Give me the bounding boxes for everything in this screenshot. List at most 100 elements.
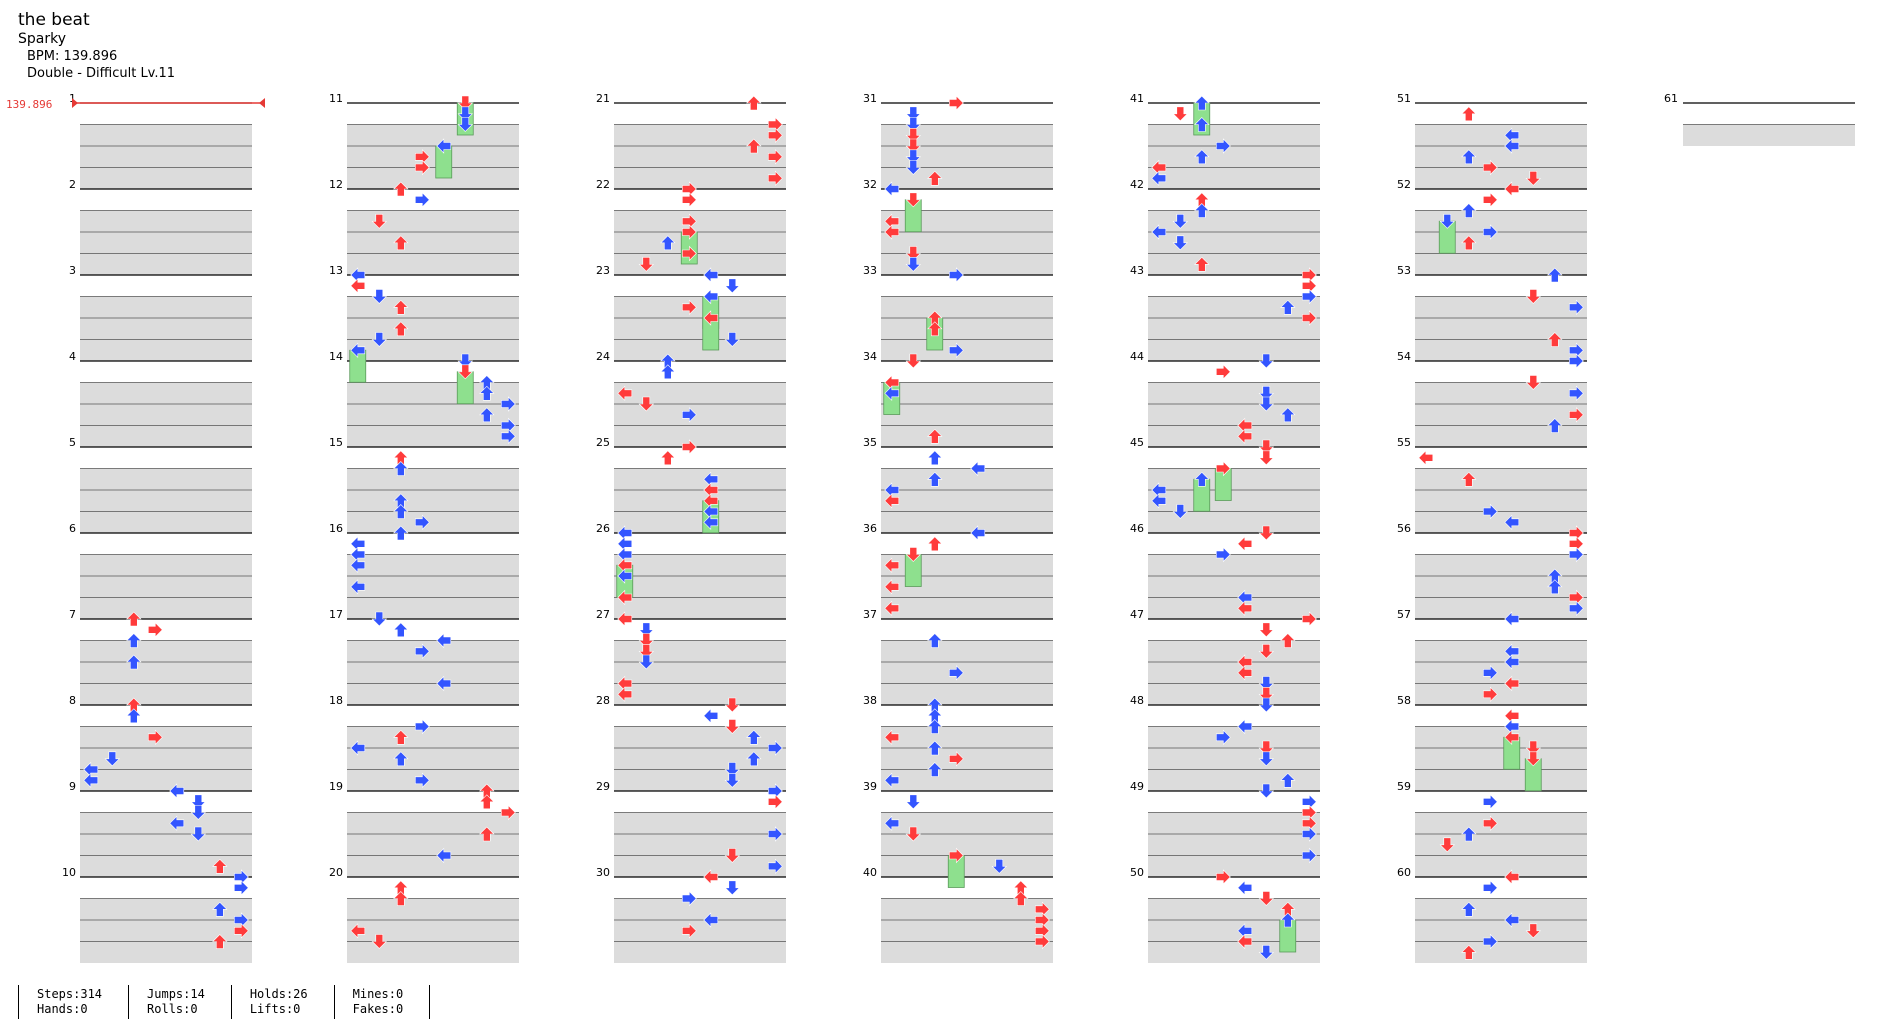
beat-band — [1415, 511, 1587, 533]
note-left — [703, 267, 719, 283]
chart-difficulty: Double - Difficult Lv.11 — [27, 66, 176, 81]
measure-50: 50 — [1130, 866, 1320, 963]
measure-56: 56 — [1397, 522, 1587, 619]
stat-value: Steps:314 — [37, 987, 103, 1001]
note-right — [949, 665, 964, 681]
note-up — [1013, 891, 1029, 906]
note-up — [1194, 117, 1210, 132]
beat-band — [1148, 210, 1320, 232]
song-title: the beat — [18, 10, 90, 30]
measure-52: 52 — [1397, 178, 1587, 275]
measure-6: 6 — [69, 522, 252, 619]
note-right — [949, 267, 964, 283]
beat-band — [881, 726, 1053, 748]
note-up — [1194, 256, 1210, 272]
note-up — [1280, 912, 1296, 928]
note-right — [768, 170, 783, 187]
bpm-tick — [259, 98, 265, 108]
note-right — [1302, 288, 1317, 305]
note-left — [970, 525, 986, 541]
measure-number: 59 — [1397, 780, 1411, 793]
beat-band — [1415, 382, 1587, 404]
note-up — [927, 740, 943, 756]
measure-7: 7 — [69, 608, 252, 705]
measure-49: 49 — [1130, 780, 1320, 877]
beat-band — [1415, 683, 1587, 705]
measure-number: 48 — [1130, 694, 1144, 707]
note-right — [1569, 385, 1584, 402]
song-bpm: BPM: 139.896 — [27, 49, 118, 64]
beat-band — [881, 834, 1053, 856]
beat-band — [347, 146, 519, 168]
note-up — [1280, 633, 1296, 648]
note-left — [1237, 718, 1253, 735]
bpm-marker — [72, 98, 265, 108]
measure-number: 25 — [596, 436, 610, 449]
beat-band — [881, 296, 1053, 318]
beat-band — [80, 576, 252, 598]
note-down — [457, 364, 474, 380]
note-left — [350, 278, 366, 294]
note-right — [1216, 546, 1231, 563]
beat-band — [80, 683, 252, 705]
note-up — [1194, 203, 1210, 218]
note-right — [682, 439, 697, 455]
note-down — [1172, 504, 1189, 519]
note-up — [927, 428, 943, 444]
note-up — [746, 95, 762, 111]
note-right — [682, 890, 697, 907]
beat-band — [614, 855, 786, 877]
measure-number: 41 — [1130, 92, 1144, 105]
note-left — [1504, 869, 1520, 885]
note-right — [768, 826, 783, 842]
note-right — [1483, 665, 1498, 681]
measure-number: 50 — [1130, 866, 1144, 879]
measure-14: 14 — [329, 350, 519, 447]
beat-band — [881, 425, 1053, 447]
note-up — [393, 751, 409, 767]
note-left — [1151, 493, 1167, 509]
note-down — [905, 160, 922, 175]
beat-band — [1148, 339, 1320, 361]
note-down — [104, 751, 121, 767]
beat-band — [80, 834, 252, 856]
stat-value: Fakes:0 — [352, 1002, 404, 1016]
note-right — [682, 299, 697, 316]
note-up — [1194, 95, 1210, 111]
beat-band — [881, 468, 1053, 490]
note-down — [724, 697, 741, 713]
note-left — [83, 772, 99, 789]
measure-number: 26 — [596, 522, 610, 535]
beat-band — [347, 318, 519, 340]
note-up — [212, 901, 228, 917]
note-right — [415, 514, 430, 531]
beat-band — [1148, 834, 1320, 856]
beat-band — [80, 146, 252, 168]
note-down — [1258, 396, 1275, 412]
beat-band — [347, 683, 519, 705]
note-down — [724, 278, 741, 294]
measure-9: 9 — [69, 780, 252, 877]
note-right — [682, 407, 697, 423]
note-right — [949, 95, 964, 111]
stat-value: Rolls:0 — [147, 1002, 198, 1016]
beat-band — [347, 382, 519, 404]
note-down — [1258, 697, 1275, 713]
note-right — [1483, 159, 1498, 176]
beat-band — [347, 210, 519, 232]
beat-band — [1415, 124, 1587, 146]
stat-value: Jumps:14 — [147, 987, 205, 1001]
measure-number: 22 — [596, 178, 610, 191]
measure-16: 16 — [329, 522, 519, 619]
note-right — [949, 751, 964, 767]
note-left — [1504, 912, 1520, 928]
beat-band — [881, 382, 1053, 404]
beat-band — [80, 404, 252, 426]
measure-number: 16 — [329, 522, 343, 535]
note-right — [1483, 933, 1498, 950]
beat-band — [614, 296, 786, 318]
beat-band — [1415, 941, 1587, 963]
note-down — [905, 794, 922, 810]
measure-15: 15 — [329, 436, 519, 533]
measure-43: 43 — [1130, 264, 1320, 361]
